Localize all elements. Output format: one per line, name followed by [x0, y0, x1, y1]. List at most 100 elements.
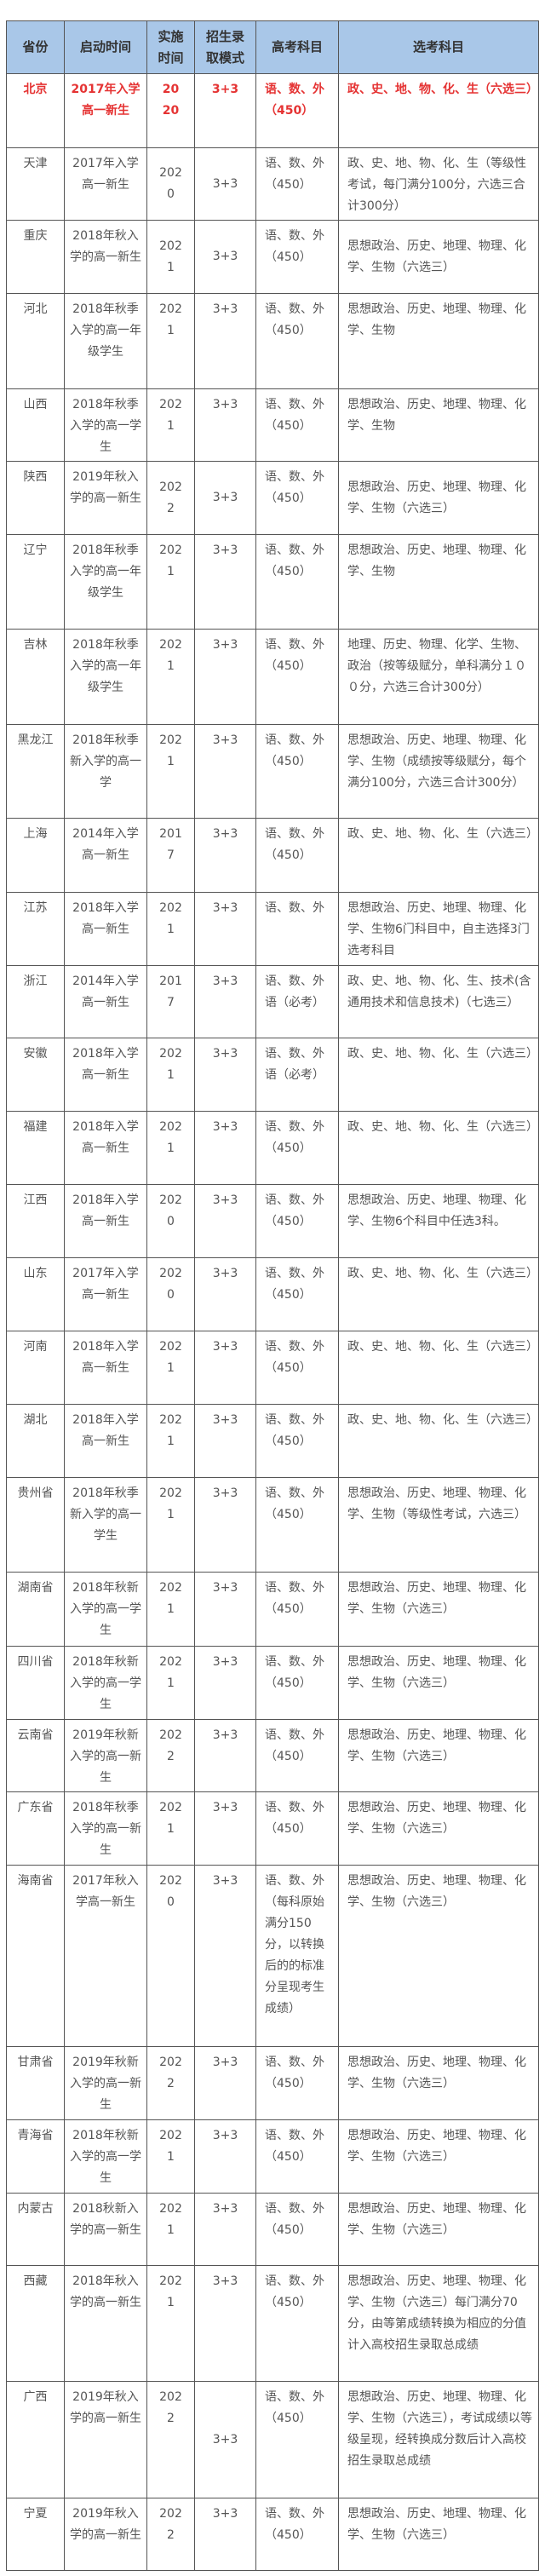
cell-province: 重庆: [6, 220, 65, 294]
cell-gaokao-subjects: 语、数、外（450）: [255, 1111, 339, 1185]
cell-start-time: 2018年秋入学的高一新生: [64, 2265, 147, 2382]
cell-start-time: 2017年入学高一新生: [64, 73, 147, 148]
table-header-row: 省份 启动时间 实施时间 招生录取模式 高考科目 选考科目: [6, 20, 539, 74]
cell-province: 上海: [6, 818, 65, 893]
cell-province: 湖南省: [6, 1572, 65, 1647]
implement-year-value: 2020: [159, 1193, 182, 1228]
cell-gaokao-subjects: 语、数、外（450）: [255, 534, 339, 630]
cell-gaokao-subjects: 语、数、外（450）: [255, 1646, 339, 1720]
implement-year-value: 2021: [159, 302, 182, 337]
cell-elective-subjects: 思想政治、历史、地理、物理、化学、生物（六选三）: [338, 1719, 539, 1792]
cell-admission-mode: 3+3: [194, 629, 256, 725]
implement-year-value: 2021: [159, 1655, 182, 1690]
cell-gaokao-subjects: 语、数、外（450）: [255, 293, 339, 389]
cell-province: 甘肃省: [6, 2046, 65, 2120]
cell-admission-mode: 3+3: [194, 892, 256, 966]
cell-gaokao-subjects: 语、数、外（450）: [255, 1184, 339, 1258]
cell-gaokao-subjects: 语、数、外（450）: [255, 2265, 339, 2382]
cell-elective-subjects: 思想政治、历史、地理、物理、化学、生物（六选三）: [338, 461, 539, 535]
cell-start-time: 2019年秋入学的高一新生: [64, 2381, 147, 2498]
cell-province: 四川省: [6, 1646, 65, 1720]
cell-province: 山西: [6, 388, 65, 462]
cell-province: 宁夏: [6, 2498, 65, 2571]
cell-province: 河南: [6, 1331, 65, 1405]
cell-implement-year: 2021: [146, 2265, 195, 2382]
implement-year-value: 2021: [159, 638, 182, 673]
cell-admission-mode: 3+3: [194, 1038, 256, 1112]
cell-elective-subjects: 思想政治、历史、地理、物理、化学、生物（六选三）: [338, 1572, 539, 1647]
cell-start-time: 2018年秋季入学的高一年级学生: [64, 534, 147, 630]
cell-gaokao-subjects: 语、数、外（450）: [255, 1404, 339, 1478]
table-row: 甘肃省 2019年秋新入学的高一新生 2022 3+3 语、数、外（450） 思想政治、历…: [6, 2046, 539, 2120]
cell-implement-year: 2021: [146, 1111, 195, 1185]
cell-admission-mode: 3+3: [194, 1865, 256, 2047]
cell-province: 辽宁: [6, 534, 65, 630]
cell-start-time: 2018年秋季入学的高一新生: [64, 1791, 147, 1866]
table-row: 广西 2019年秋入学的高一新生 2022 3+3 语、数、外（450） 思想政治、历史、…: [6, 2381, 539, 2498]
cell-start-time: 2018年秋季入学的高一年级学生: [64, 293, 147, 389]
cell-admission-mode: 3+3: [194, 2119, 256, 2194]
implement-year-value: 2020: [159, 166, 182, 201]
cell-province: 江苏: [6, 892, 65, 966]
cell-gaokao-subjects: 语、数、外（每科原始满分150分，以转换后的的标准分呈现考生成绩）: [255, 1865, 339, 2047]
table-row: 内蒙古 2018秋新入学的高一新生 2021 3+3 语、数、外（450） 思想政治、历史…: [6, 2193, 539, 2266]
cell-start-time: 2017年入学高一新生: [64, 147, 147, 221]
cell-start-time: 2018年秋新入学的高一学生: [64, 2119, 147, 2194]
table-row: 山西 2018年秋季入学的高一学生 2021 3+3 语、数、外（450） 思想政治、历史…: [6, 388, 539, 462]
cell-implement-year: 2020: [146, 1865, 195, 2047]
cell-elective-subjects: 思想政治、历史、地理、物理、化学、生物（六选三）: [338, 220, 539, 294]
cell-gaokao-subjects: 语、数、外（450）: [255, 1791, 339, 1866]
table-row: 宁夏 2019年秋入学的高一新生 2022 3+3 语、数、外（450） 思想政治、历史、…: [6, 2498, 539, 2571]
implement-year-value: 2021: [159, 398, 182, 433]
cell-admission-mode: 3+3: [194, 2265, 256, 2382]
cell-gaokao-subjects: 语、数、外（450）: [255, 147, 339, 221]
cell-start-time: 2018年秋季入学的高一年级学生: [64, 629, 147, 725]
table-row: 湖南省 2018年秋新入学的高一学生 2021 3+3 语、数、外（450） 思想政治、历…: [6, 1572, 539, 1647]
cell-implement-year: 2020: [146, 147, 195, 221]
cell-gaokao-subjects: 语、数、外（450）: [255, 2119, 339, 2194]
header-gaokao-subjects: 高考科目: [255, 20, 339, 74]
cell-province: 黑龙江: [6, 724, 65, 819]
cell-start-time: 2018年秋季入学的高一学生: [64, 388, 147, 462]
table-row: 安徽 2018年入学高一新生 2021 3+3 语、数、外语（必考） 政、史、地、物、化、…: [6, 1038, 539, 1112]
implement-year-value: 2021: [159, 901, 182, 936]
cell-gaokao-subjects: 语、数、外（450）: [255, 1719, 339, 1792]
implement-year-value: 2022: [159, 480, 182, 515]
implement-year-value: 2021: [159, 733, 182, 768]
cell-elective-subjects: 地理、历史、物理、化学、生物、政治（按等级赋分，单科满分１００分，六选三合计30…: [338, 629, 539, 725]
table-row: 陕西 2019年秋入学的高一新生 2022 3+3 语、数、外（450） 思想政治、历史、…: [6, 461, 539, 535]
cell-gaokao-subjects: 语、数、外（450）: [255, 2046, 339, 2120]
cell-elective-subjects: 政、史、地、物、化、生（六选三）: [338, 1331, 539, 1405]
cell-implement-year: 2021: [146, 2193, 195, 2266]
cell-province: 河北: [6, 293, 65, 389]
cell-elective-subjects: 思想政治、历史、地理、物理、化学、生物（六选三）: [338, 1646, 539, 1720]
cell-province: 西藏: [6, 2265, 65, 2382]
cell-implement-year: 2022: [146, 2381, 195, 2498]
cell-start-time: 2019年秋新入学的高一新生: [64, 1719, 147, 1792]
cell-elective-subjects: 政、史、地、物、化、生（六选三）: [338, 1404, 539, 1478]
cell-implement-year: 2021: [146, 892, 195, 966]
table-row: 上海 2014年入学高一新生 2017 3+3 语、数、外（450） 政、史、地、物、化、…: [6, 818, 539, 893]
cell-gaokao-subjects: 语、数、外（450）: [255, 818, 339, 893]
cell-start-time: 2017年入学高一新生: [64, 1257, 147, 1331]
cell-elective-subjects: 政、史、地、物、化、生（等级性考试，每门满分100分，六选三合计300分）: [338, 147, 539, 221]
cell-start-time: 2018秋新入学的高一新生: [64, 2193, 147, 2266]
cell-admission-mode: 3+3: [194, 2046, 256, 2120]
cell-admission-mode: 3+3: [194, 2193, 256, 2266]
cell-admission-mode: 3+3: [194, 220, 256, 294]
table-row: 山东 2017年入学高一新生 2020 3+3 语、数、外（450） 政、史、地、物、化、…: [6, 1257, 539, 1331]
cell-implement-year: 2020: [146, 1257, 195, 1331]
cell-implement-year: 2022: [146, 2046, 195, 2120]
cell-start-time: 2019年秋新入学的高一新生: [64, 2046, 147, 2120]
cell-admission-mode: 3+3: [194, 1184, 256, 1258]
cell-implement-year: 2021: [146, 534, 195, 630]
implement-year-value: 2020: [162, 83, 180, 118]
cell-gaokao-subjects: 语、数、外（450）: [255, 73, 339, 148]
implement-year-value: 2021: [159, 1413, 182, 1448]
cell-elective-subjects: 思想政治、历史、地理、物理、化学、生物（六选三）每门满分70分，由等第成绩转换为…: [338, 2265, 539, 2382]
cell-elective-subjects: 思想政治、历史、地理、物理、化学、生物（六选三）: [338, 2046, 539, 2120]
implement-year-value: 2021: [159, 2129, 182, 2164]
cell-admission-mode: 3+3: [194, 965, 256, 1038]
cell-province: 北京: [6, 73, 65, 148]
implement-year-value: 2020: [159, 1267, 182, 1302]
